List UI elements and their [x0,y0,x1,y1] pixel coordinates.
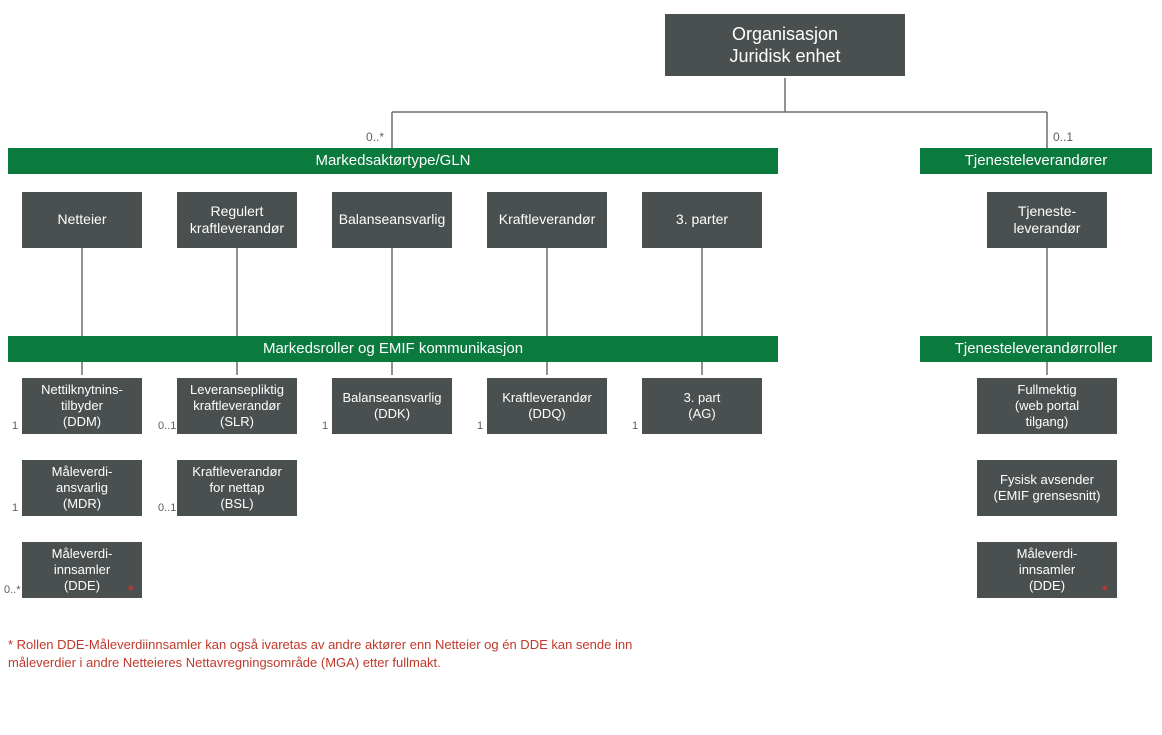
card-slr: 0..1 [158,420,176,432]
role-dde-right: Måleverdi- innsamler (DDE) [977,542,1117,598]
actor-netteier: Netteier [22,192,142,248]
banner-service-providers: Tjenesteleverandører [920,148,1152,174]
role-ddm: Nettilknytnins- tilbyder (DDM) [22,378,142,434]
banner-market-roles: Markedsroller og EMIF kommunikasjon [8,336,778,362]
role-fysisk-avsender: Fysisk avsender (EMIF grensesnitt) [977,460,1117,516]
role-mdr: Måleverdi- ansvarlig (MDR) [22,460,142,516]
footnote-line1: * Rollen DDE-Måleverdiinnsamler kan også… [8,636,808,654]
card-ddq: 1 [477,420,483,432]
card-bsl: 0..1 [158,502,176,514]
card-ddm: 1 [12,420,18,432]
actor-kraftleverandor: Kraftleverandør [487,192,607,248]
role-ag: 3. part (AG) [642,378,762,434]
banner-service-roles: Tjenesteleverandørroller [920,336,1152,362]
asterisk-dde-right: * [1102,582,1107,598]
card-dde: 0..* [4,584,21,596]
role-ddq: Kraftleverandør (DDQ) [487,378,607,434]
root-line1: Organisasjon [732,23,838,46]
card-mdr: 1 [12,502,18,514]
role-slr: Leveransepliktig kraftleverandør (SLR) [177,378,297,434]
footnote: * Rollen DDE-Måleverdiinnsamler kan også… [8,636,808,671]
actor-balanseansvarlig: Balanseansvarlig [332,192,452,248]
actor-regulert: Regulert kraftleverandør [177,192,297,248]
actor-tredjeparter: 3. parter [642,192,762,248]
banner-actor-type: Markedsaktørtype/GLN [8,148,778,174]
multiplicity-right: 0..1 [1053,130,1073,144]
role-bsl: Kraftleverandør for nettap (BSL) [177,460,297,516]
root-node: Organisasjon Juridisk enhet [665,14,905,76]
root-line2: Juridisk enhet [729,45,840,68]
asterisk-dde-left: * [128,582,133,598]
card-ag: 1 [632,420,638,432]
actor-tjenesteleverandor: Tjeneste- leverandør [987,192,1107,248]
role-fullmektig: Fullmektig (web portal tilgang) [977,378,1117,434]
role-ddk: Balanseansvarlig (DDK) [332,378,452,434]
footnote-line2: måleverdier i andre Netteieres Nettavreg… [8,654,808,672]
role-dde-left: Måleverdi- innsamler (DDE) [22,542,142,598]
connector-lines [0,0,1162,735]
card-ddk: 1 [322,420,328,432]
multiplicity-left: 0..* [366,130,384,144]
